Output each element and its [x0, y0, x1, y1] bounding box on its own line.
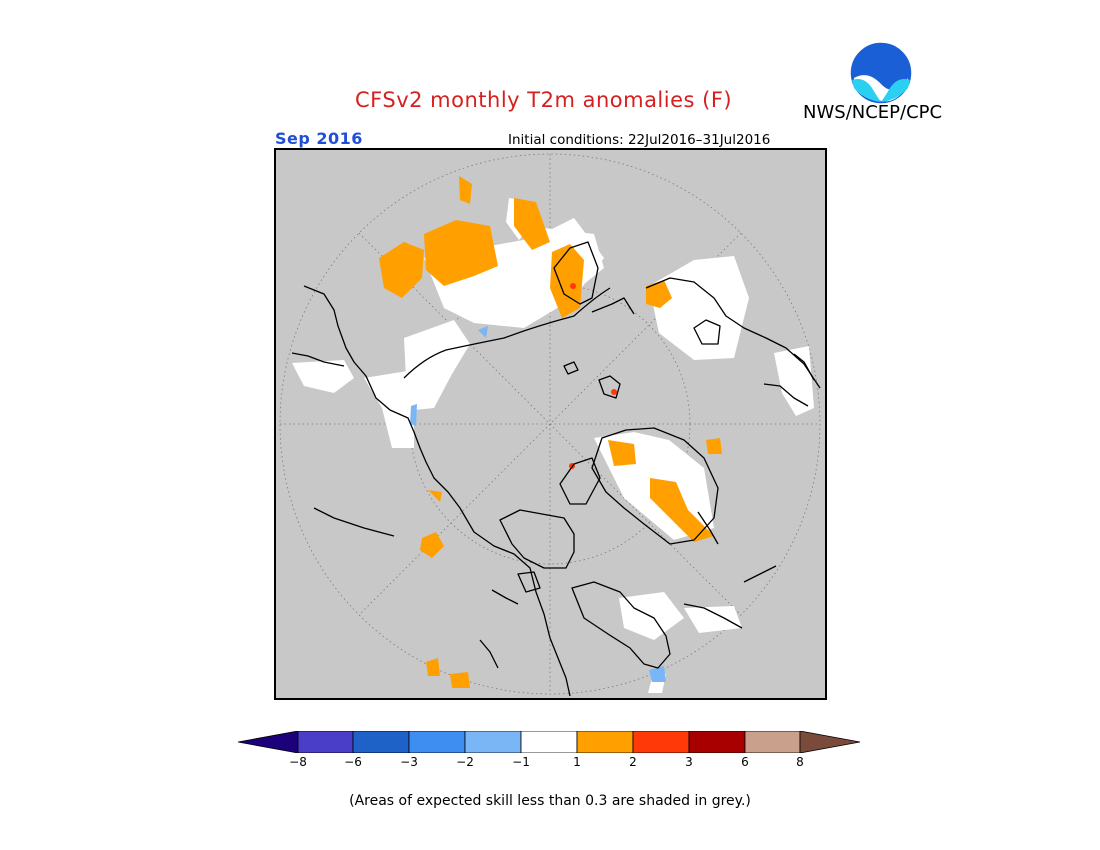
colorbar-tick-label: −2 — [456, 755, 474, 769]
noaa-logo — [849, 41, 913, 105]
coastlines — [291, 241, 821, 697]
colorbar-swatch — [576, 731, 634, 753]
initial-conditions-label: Initial conditions: 22Jul2016–31Jul2016 — [508, 132, 771, 148]
colorbar-swatch-below-min — [238, 731, 299, 753]
colorbar — [238, 731, 860, 753]
polar-anomaly-map — [274, 148, 827, 700]
colorbar-swatch — [352, 731, 410, 753]
chart-title: CFSv2 monthly T2m anomalies (F) — [355, 88, 733, 112]
colorbar-tick-label: −8 — [289, 755, 307, 769]
colorbar-swatch — [464, 731, 522, 753]
colorbar-tick-label: 6 — [741, 755, 749, 769]
anomaly-cool — [410, 326, 666, 682]
valid-month-label: Sep 2016 — [275, 129, 363, 148]
anomaly-warm-1-to-2 — [379, 176, 722, 688]
colorbar-swatch-above-max — [799, 731, 860, 753]
colorbar-tick-label: 2 — [629, 755, 637, 769]
agency-label: NWS/NCEP/CPC — [803, 102, 943, 123]
colorbar-tick-label: −3 — [400, 755, 418, 769]
colorbar-swatch — [408, 731, 466, 753]
colorbar-swatch — [520, 731, 578, 753]
colorbar-swatch — [744, 731, 801, 753]
colorbar-tick-label: 1 — [573, 755, 581, 769]
colorbar-swatch — [297, 731, 354, 753]
colorbar-swatch — [688, 731, 746, 753]
colorbar-tick-label: −6 — [344, 755, 362, 769]
colorbar-tick-label: 8 — [796, 755, 804, 769]
colorbar-tick-label: −1 — [512, 755, 530, 769]
colorbar-tick-label: 3 — [685, 755, 693, 769]
colorbar-swatch — [632, 731, 690, 753]
skill-footnote: (Areas of expected skill less than 0.3 a… — [349, 793, 751, 809]
